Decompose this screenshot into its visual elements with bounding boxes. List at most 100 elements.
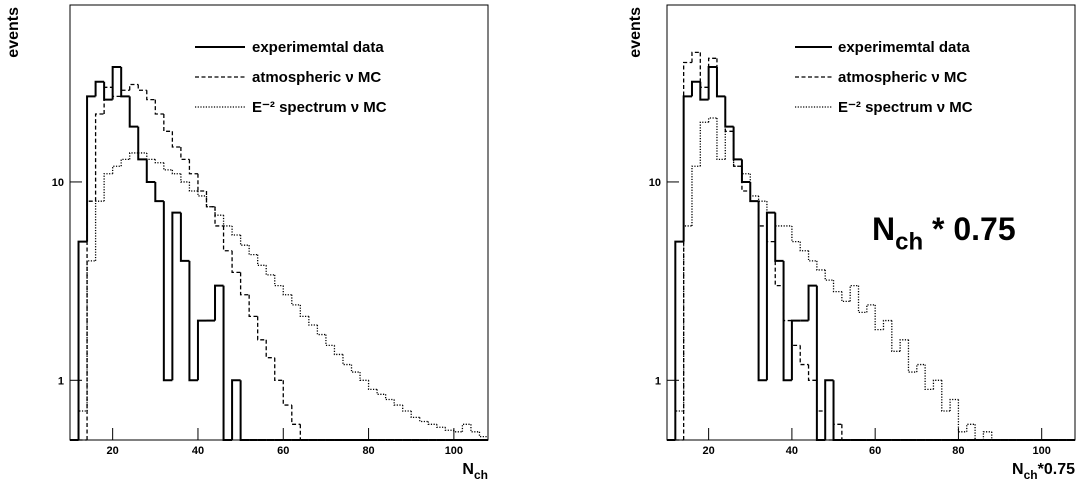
x-tick-label: 100 — [1033, 445, 1051, 457]
histogram-step — [757, 195, 767, 202]
histogram-step — [316, 325, 326, 336]
histogram-step — [766, 225, 776, 243]
histogram-step — [325, 334, 335, 347]
histogram-step — [188, 181, 198, 192]
histogram-step — [732, 131, 742, 167]
x-tick-label: 40 — [192, 445, 204, 457]
histogram-step — [299, 304, 309, 318]
histogram-step — [444, 427, 454, 431]
histogram-step — [163, 162, 173, 171]
histogram-step — [282, 380, 292, 406]
histogram-step — [350, 364, 361, 373]
histogram-step — [367, 380, 378, 391]
histogram-step — [774, 212, 784, 227]
histogram-step — [824, 269, 834, 281]
x-tick-label: 80 — [362, 445, 374, 457]
axis-label: Nch * 0.75 — [872, 211, 1016, 256]
histogram-step — [982, 431, 992, 440]
histogram-step — [129, 83, 139, 91]
histogram-step — [146, 152, 156, 160]
histogram-step — [77, 410, 88, 440]
histogram-step — [112, 87, 122, 98]
legend-label: atmospheric ν MC — [838, 69, 967, 86]
histogram-step — [691, 51, 701, 63]
histogram-step — [214, 284, 224, 321]
histogram-step — [749, 181, 759, 203]
label-part: N — [872, 211, 895, 247]
histogram-step — [683, 61, 692, 440]
histogram-step — [231, 250, 241, 274]
x-tick-label: 20 — [703, 445, 715, 457]
y-axis-label: events — [627, 7, 644, 58]
histogram-step — [741, 166, 751, 175]
legend-label: E⁻² spectrum ν MC — [252, 99, 387, 116]
histogram-step — [196, 319, 207, 381]
x-tick-label: 60 — [869, 445, 881, 457]
histogram-step — [683, 225, 692, 412]
histogram-step — [342, 354, 352, 366]
histogram-step — [749, 191, 759, 202]
histogram-step — [222, 215, 233, 227]
histogram-step — [239, 380, 250, 441]
histogram-step — [791, 225, 801, 243]
label-part: N — [462, 461, 474, 478]
legend-label: experimemtal data — [252, 39, 384, 56]
histogram-step — [248, 245, 258, 256]
histogram-step — [282, 285, 292, 296]
histogram-step — [154, 159, 164, 164]
histogram-step — [154, 181, 164, 203]
histogram-step — [841, 291, 851, 303]
histogram-step — [308, 316, 318, 326]
histogram-step — [205, 191, 216, 208]
histogram-step — [716, 118, 726, 160]
histogram-step — [299, 424, 309, 441]
histogram-step — [841, 424, 851, 441]
histogram-step — [941, 380, 951, 412]
histogram-step — [774, 212, 784, 262]
histogram-step — [128, 96, 139, 128]
histogram-step — [222, 285, 233, 441]
histogram-step — [94, 113, 105, 202]
x-tick-label: 80 — [952, 445, 964, 457]
histogram-step — [682, 95, 692, 242]
histogram-step — [674, 240, 684, 440]
histogram-step — [129, 152, 139, 160]
histogram-step — [120, 89, 130, 97]
histogram-step — [724, 126, 734, 160]
histogram-step — [393, 399, 403, 406]
histogram-step — [180, 173, 190, 183]
y-tick-label: 10 — [52, 177, 64, 189]
histogram-step — [699, 52, 709, 88]
histogram-step — [257, 254, 267, 266]
histogram-step — [453, 430, 463, 433]
histogram-step — [757, 201, 767, 227]
histogram-step — [291, 294, 301, 306]
histogram-step — [749, 173, 759, 197]
x-tick-label: 100 — [445, 445, 463, 457]
histogram-step — [146, 90, 156, 101]
histogram-step — [849, 285, 859, 302]
histogram-step — [816, 380, 826, 412]
histogram-step — [86, 95, 96, 242]
y-tick-label: 10 — [649, 177, 661, 189]
histogram-step — [205, 195, 216, 208]
histogram-step — [231, 225, 241, 236]
histogram-step — [162, 201, 173, 382]
histogram-step — [103, 86, 113, 115]
histogram-step — [248, 294, 258, 318]
histogram-step — [757, 201, 767, 382]
histogram-step — [111, 65, 122, 100]
histogram-step — [265, 339, 275, 359]
subscript: ch — [1024, 468, 1038, 482]
histogram-step — [782, 285, 792, 322]
histogram-step — [715, 66, 726, 98]
subscript: ch — [895, 229, 923, 256]
axis-label: Nch — [462, 461, 488, 482]
histogram-step — [707, 57, 717, 88]
histogram-step — [103, 81, 113, 101]
histogram-step — [790, 319, 801, 381]
histogram-step — [866, 304, 876, 313]
histogram-step — [94, 200, 105, 261]
y-tick-label: 1 — [655, 375, 661, 387]
